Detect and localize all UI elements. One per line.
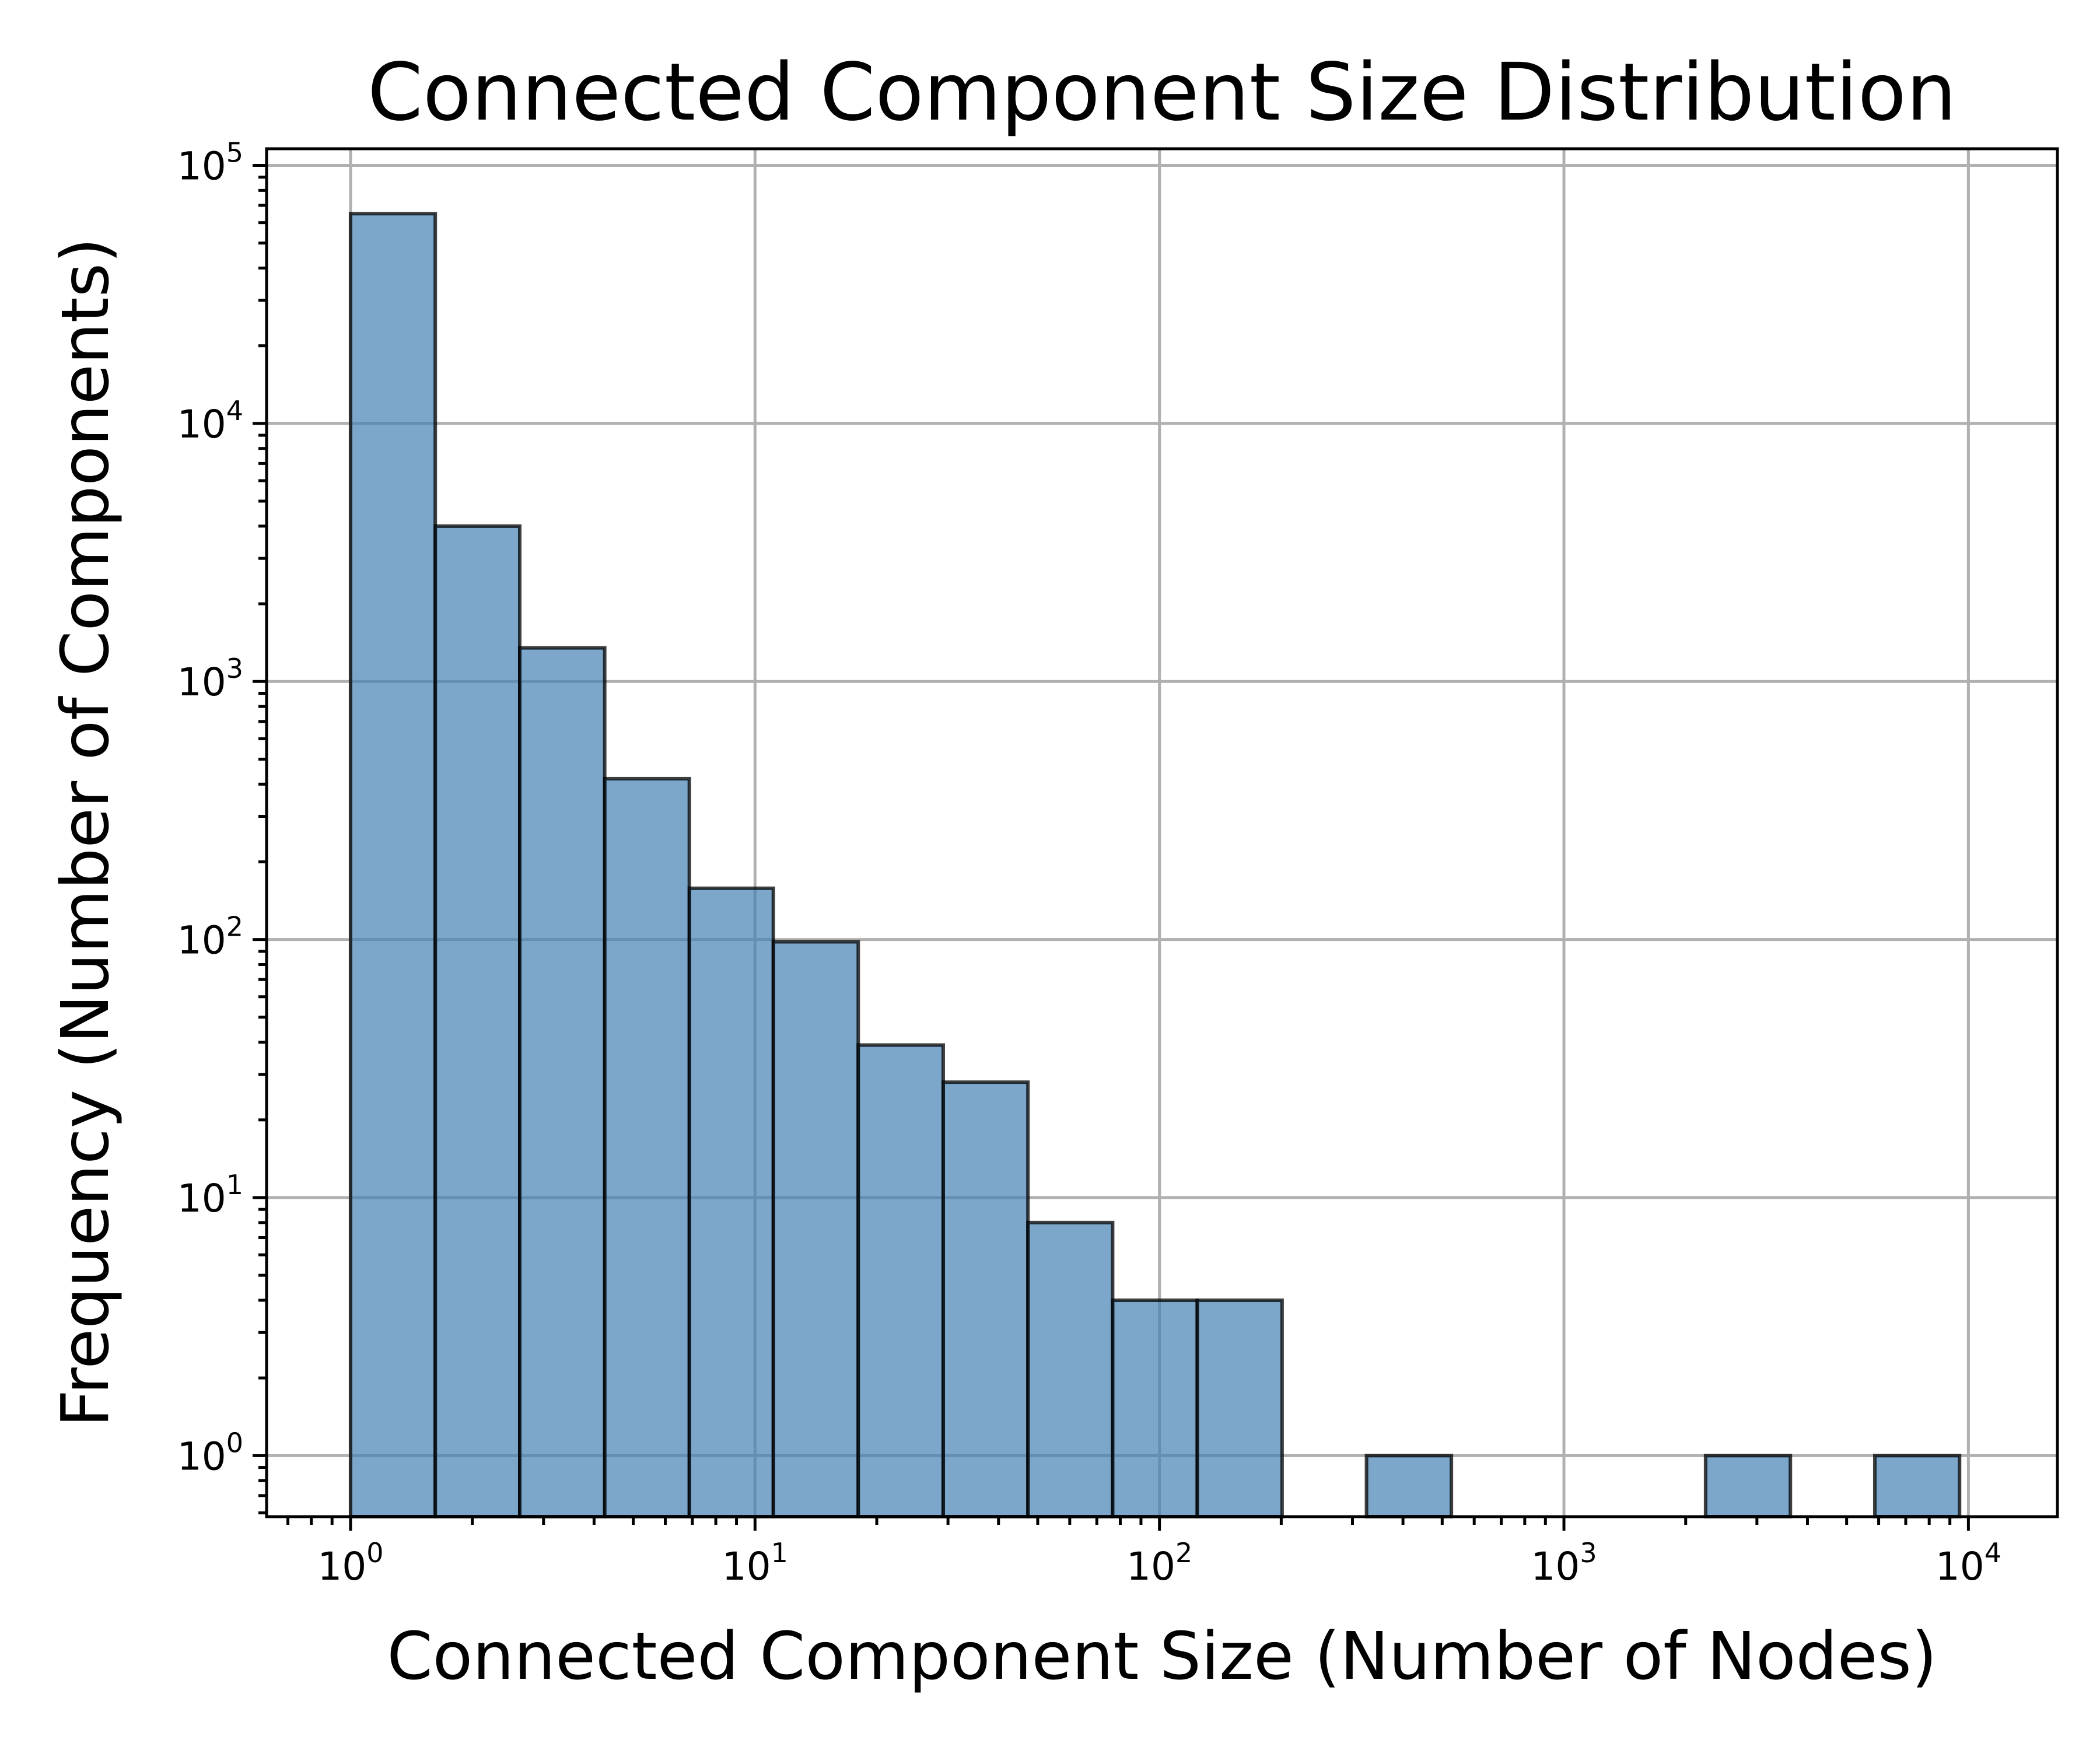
x-tick-label: 101 bbox=[722, 1537, 788, 1589]
x-tick-label: 100 bbox=[317, 1537, 383, 1589]
x-tick-label-base: 10 bbox=[1936, 1544, 1985, 1589]
x-tick-label-base: 10 bbox=[1126, 1544, 1175, 1589]
y-tick-label: 105 bbox=[177, 137, 243, 189]
histogram-bar bbox=[1703, 1454, 1793, 1519]
y-tick-label-base: 10 bbox=[177, 660, 226, 705]
y-tick-label: 100 bbox=[177, 1427, 243, 1479]
y-tick-label: 101 bbox=[177, 1169, 243, 1221]
x-tick-label-exponent: 4 bbox=[1985, 1537, 2001, 1569]
y-tick-label-exponent: 2 bbox=[226, 911, 243, 943]
histogram-bar bbox=[1111, 1298, 1199, 1519]
y-tick-label: 104 bbox=[177, 395, 243, 447]
histogram-bar bbox=[433, 524, 522, 1518]
y-tick-label-base: 10 bbox=[177, 1176, 226, 1221]
x-tick-label: 102 bbox=[1126, 1537, 1192, 1589]
y-axis-label: Frequency (Number of Components) bbox=[48, 237, 124, 1427]
histogram-bar bbox=[771, 940, 860, 1518]
x-axis-label: Connected Component Size (Number of Node… bbox=[387, 1619, 1937, 1695]
x-tick-label-base: 10 bbox=[722, 1544, 771, 1589]
y-tick-label-base: 10 bbox=[177, 1434, 226, 1479]
x-tick-label-exponent: 3 bbox=[1580, 1537, 1597, 1569]
histogram-bar bbox=[1364, 1454, 1454, 1519]
x-tick-label-exponent: 1 bbox=[771, 1537, 788, 1569]
axis-ticks bbox=[253, 164, 1970, 1531]
histogram-bar bbox=[348, 212, 438, 1519]
y-tick-label-exponent: 5 bbox=[226, 137, 243, 169]
chart-title: Connected Component Size Distribution bbox=[368, 47, 1957, 139]
y-tick-label-exponent: 4 bbox=[226, 395, 243, 426]
x-tick-label-base: 10 bbox=[317, 1544, 366, 1589]
histogram-bar bbox=[603, 776, 691, 1518]
histogram-bar bbox=[1195, 1298, 1284, 1519]
y-tick-label-base: 10 bbox=[177, 144, 226, 189]
x-tick-label-exponent: 0 bbox=[366, 1537, 383, 1569]
y-tick-label-exponent: 0 bbox=[226, 1427, 243, 1458]
y-tick-label-base: 10 bbox=[177, 402, 226, 447]
histogram-bar bbox=[517, 646, 607, 1518]
histogram-bar bbox=[1026, 1220, 1115, 1519]
y-tick-label: 103 bbox=[177, 653, 243, 705]
histogram-bars bbox=[348, 212, 1962, 1519]
histogram-bar bbox=[687, 886, 775, 1518]
histogram-bar bbox=[1873, 1454, 1962, 1519]
x-tick-label: 103 bbox=[1531, 1537, 1597, 1589]
y-tick-label-base: 10 bbox=[177, 918, 226, 963]
y-tick-label-exponent: 1 bbox=[226, 1169, 243, 1200]
x-tick-label: 104 bbox=[1936, 1537, 2001, 1589]
plot-frame bbox=[265, 147, 2059, 1518]
y-tick-label: 102 bbox=[177, 911, 243, 963]
histogram-bar bbox=[941, 1080, 1030, 1518]
y-tick-label-exponent: 3 bbox=[226, 653, 243, 684]
histogram-bar bbox=[856, 1043, 945, 1519]
x-tick-label-base: 10 bbox=[1531, 1544, 1580, 1589]
x-tick-label-exponent: 2 bbox=[1175, 1537, 1192, 1569]
